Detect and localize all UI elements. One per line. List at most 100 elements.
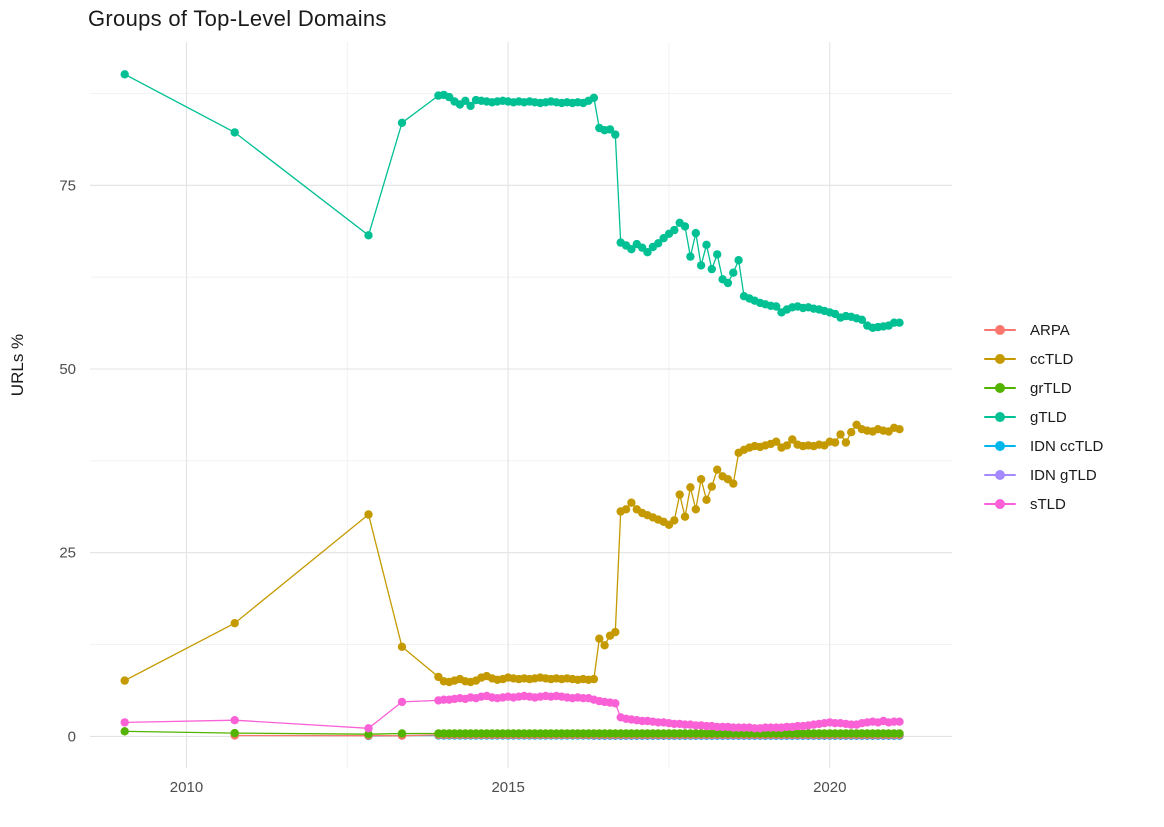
legend-label: IDN ccTLD (1030, 437, 1104, 455)
data-point (397, 697, 407, 707)
gridlines (90, 42, 952, 768)
y-tick-label: 25 (59, 545, 76, 562)
data-point (466, 101, 475, 111)
data-point (847, 428, 856, 437)
legend-label: grTLD (1030, 379, 1072, 397)
legend-key-icon (984, 465, 1016, 485)
data-point (670, 516, 679, 525)
legend-label: sTLD (1030, 495, 1066, 513)
legend-key-icon (984, 349, 1016, 369)
legend-label: ccTLD (1030, 350, 1074, 368)
data-point (702, 495, 711, 504)
series-cctld (120, 420, 904, 687)
data-point (589, 93, 599, 103)
data-point (627, 245, 636, 254)
legend-item-stld: sTLD (984, 494, 1103, 514)
legend-label: IDN gTLD (1030, 466, 1097, 484)
data-point (734, 256, 743, 265)
legend-label: gTLD (1030, 408, 1067, 426)
y-tick-label: 75 (59, 177, 76, 194)
legend-item-cctld: ccTLD (984, 349, 1103, 369)
data-point (611, 627, 620, 637)
data-point (611, 130, 620, 139)
y-tick-label: 50 (59, 361, 76, 378)
data-point (895, 318, 904, 327)
data-point (120, 718, 129, 727)
series-line (124, 73, 900, 329)
data-point (686, 483, 695, 492)
axis-tick-labels: 0 25 50 75 2010 2015 2020 (59, 177, 846, 796)
data-point (600, 641, 609, 650)
y-tick-label: 0 (68, 728, 76, 745)
data-point (729, 479, 738, 488)
data-point (397, 118, 407, 128)
data-point (611, 699, 620, 708)
data-point (707, 482, 716, 491)
data-point (841, 438, 851, 447)
chart-title: Groups of Top-Level Domains (88, 6, 387, 31)
data-point (680, 512, 690, 521)
data-point (830, 438, 840, 447)
data-point (654, 239, 663, 248)
legend-key-icon (984, 378, 1016, 398)
legend-key-icon (984, 436, 1016, 456)
data-point (707, 264, 716, 274)
data-point (643, 248, 652, 257)
data-point (397, 729, 407, 738)
legend-key-icon (984, 320, 1016, 340)
series-line (124, 423, 900, 683)
data-point (702, 240, 711, 249)
data-point (230, 128, 239, 137)
data-point (729, 268, 738, 277)
series-stld (120, 691, 904, 733)
y-axis-title: URLs % (8, 333, 27, 397)
legend-label: ARPA (1030, 321, 1070, 339)
data-point (120, 727, 129, 736)
data-point (627, 498, 636, 507)
data-point (713, 250, 722, 259)
legend-item-grtld: grTLD (984, 378, 1103, 398)
data-point (230, 716, 239, 725)
data-point (691, 228, 700, 238)
data-point (691, 505, 700, 514)
data-point (857, 315, 867, 324)
data-point (120, 70, 129, 79)
data-point (895, 729, 904, 738)
x-tick-label: 2020 (813, 779, 846, 796)
data-point (605, 125, 615, 134)
data-point (364, 724, 373, 733)
data-point (895, 425, 904, 434)
data-point (120, 676, 129, 685)
data-point (713, 465, 722, 474)
data-point (895, 717, 904, 726)
x-tick-label: 2015 (491, 779, 524, 796)
data-point (230, 619, 239, 628)
data-point (782, 441, 792, 450)
legend-item-idn-cctld: IDN ccTLD (984, 436, 1103, 456)
series-gtld (120, 70, 904, 332)
data-point (675, 490, 684, 499)
data-point (686, 252, 695, 261)
legend-item-gtld: gTLD (984, 407, 1103, 427)
data-point (461, 96, 470, 106)
data-point (696, 475, 706, 484)
data-point (772, 302, 781, 311)
data-point (595, 634, 604, 643)
series-grtld (120, 727, 904, 739)
data-point (788, 435, 797, 444)
legend-key-icon (984, 494, 1016, 514)
data-point (670, 225, 679, 235)
x-tick-label: 2010 (170, 779, 203, 796)
legend-item-idn-gtld: IDN gTLD (984, 465, 1103, 485)
data-point (836, 430, 845, 439)
data-point (230, 728, 239, 738)
legend: ARPA ccTLD grTLD gTLD IDN ccTLD IDN gTLD sTLD (984, 320, 1103, 514)
data-point (364, 510, 373, 519)
data-point (680, 222, 690, 231)
data-point (621, 505, 631, 514)
legend-key-icon (984, 407, 1016, 427)
data-point (696, 261, 706, 270)
legend-item-arpa: ARPA (984, 320, 1103, 340)
